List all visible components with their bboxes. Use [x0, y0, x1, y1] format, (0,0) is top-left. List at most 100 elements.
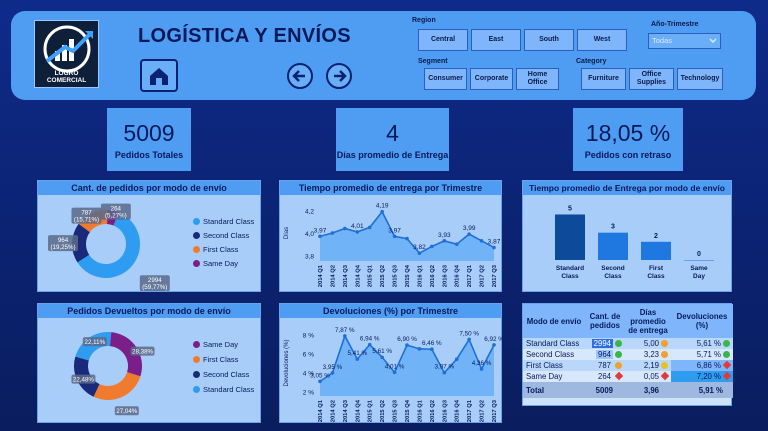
category-furniture[interactable]: Furniture [581, 68, 626, 90]
data-point[interactable] [454, 242, 459, 246]
forward-button[interactable] [326, 63, 352, 89]
status-dot-icon [615, 362, 622, 369]
x-tick-label: 2017 Q2 [480, 400, 486, 422]
data-point[interactable] [343, 226, 347, 231]
x-tick-label: 2014 Q4 [355, 399, 361, 422]
x-category-label: Standard [556, 265, 584, 272]
delivery-time-quarter-card: Tiempo promedio de entrega por Trimestre… [279, 180, 502, 292]
donut-data-label: 787(15,71%) [71, 207, 102, 224]
data-point[interactable] [430, 244, 434, 249]
data-point[interactable] [492, 343, 496, 347]
kpi-late-orders-label: Pedidos con retraso [584, 150, 672, 160]
data-point[interactable] [417, 251, 422, 255]
home-button[interactable] [140, 59, 178, 92]
cell-mode: Standard Class [526, 339, 580, 348]
legend-item: Standard Class [193, 217, 254, 226]
donut-slice[interactable] [109, 332, 142, 377]
segment-home-office[interactable]: Home Office [516, 68, 559, 90]
cell-returns: 5,71 % [671, 349, 733, 360]
region-central[interactable]: Central [418, 29, 468, 51]
data-point[interactable] [405, 236, 409, 241]
donut-data-label: 2994(59,77%) [139, 275, 170, 291]
data-point[interactable] [392, 370, 397, 375]
svg-text:787: 787 [81, 210, 92, 217]
legend-item: Second Class [193, 231, 254, 240]
data-point[interactable] [330, 231, 335, 235]
bar[interactable] [684, 260, 714, 261]
x-tick-label: 2017 Q2 [480, 265, 486, 287]
bar[interactable] [555, 214, 585, 260]
data-point[interactable] [479, 239, 484, 243]
logo-chart-icon [43, 25, 93, 73]
donut-slice[interactable] [77, 212, 141, 278]
segment-consumer[interactable]: Consumer [424, 68, 467, 90]
data-label: 6,90 % [397, 336, 417, 343]
data-label: 4,36 % [472, 360, 492, 367]
total-days: 3,96 [643, 385, 659, 395]
data-point[interactable] [479, 367, 484, 371]
legend-item: Same Day [193, 259, 254, 268]
data-point[interactable] [343, 334, 347, 338]
data-point[interactable] [467, 337, 471, 342]
data-point[interactable] [380, 209, 384, 214]
region-west[interactable]: West [577, 29, 627, 51]
x-tick-label: 2015 Q3 [393, 399, 399, 422]
data-label: 4,19 [376, 203, 389, 210]
data-point[interactable] [442, 370, 447, 375]
cell-days: 0,05 [625, 371, 671, 382]
bar[interactable] [598, 232, 628, 260]
x-category-label: Day [693, 273, 705, 280]
data-point[interactable] [442, 239, 447, 243]
region-east[interactable]: East [471, 29, 521, 51]
data-point[interactable] [417, 347, 422, 351]
data-point[interactable] [454, 357, 459, 362]
donut-slice[interactable] [93, 372, 141, 400]
data-point[interactable] [367, 342, 372, 347]
category-office-supplies[interactable]: Office Supplies [629, 68, 674, 90]
svg-text:22,11%: 22,11% [85, 339, 106, 346]
data-point[interactable] [355, 357, 360, 361]
svg-text:(15,71%): (15,71%) [74, 217, 99, 224]
status-dot-icon [723, 351, 730, 358]
data-point[interactable] [380, 355, 384, 360]
delivery-time-quarter-chart: 4,2 4,0 3,8 Días 3,97 2014 Q1 2014 Q2 2014 Q3 4,… [284, 203, 501, 288]
col-header-returns[interactable]: Devoluciones (%) [676, 312, 728, 330]
col-header-days[interactable]: Días promedio de entrega [628, 307, 668, 335]
x-tick-label: 2017 Q3 [492, 399, 498, 422]
data-point[interactable] [318, 234, 322, 239]
kpi-total-orders: 5009 Pedidos Totales [107, 108, 191, 171]
data-point[interactable] [355, 230, 360, 234]
table-row[interactable]: Same Day 264 0,05 7,20 % [523, 371, 733, 382]
legend-item: First Class [193, 245, 254, 254]
kpi-avg-days-value: 4 [386, 120, 399, 146]
cell-count: 2994 [585, 338, 625, 349]
col-header-mode[interactable]: Modo de envío [526, 316, 582, 326]
table-row[interactable]: Standard Class 2994 5,00 5,61 % [523, 338, 733, 349]
data-point[interactable] [467, 232, 471, 236]
region-south[interactable]: South [524, 29, 574, 51]
table-row[interactable]: First Class 787 2,19 6,86 % [523, 360, 733, 371]
data-point[interactable] [330, 371, 335, 375]
x-category-label: First [649, 265, 664, 272]
data-point[interactable] [392, 234, 397, 239]
bar[interactable] [641, 241, 671, 260]
back-button[interactable] [287, 63, 313, 89]
data-label: 3,97 % [434, 364, 454, 371]
data-point[interactable] [318, 379, 322, 384]
data-point[interactable] [492, 245, 496, 250]
kpi-total-orders-value: 5009 [123, 120, 175, 146]
table-row[interactable]: Second Class 964 3,23 5,71 % [523, 349, 733, 360]
year-quarter-select[interactable]: Todas [648, 33, 721, 49]
segment-corporate[interactable]: Corporate [470, 68, 513, 90]
data-point[interactable] [430, 347, 434, 352]
chevron-down-icon [709, 38, 717, 44]
data-point[interactable] [367, 225, 372, 230]
svg-text:(5,27%): (5,27%) [105, 213, 127, 220]
arrow-right-icon [334, 70, 347, 82]
category-technology[interactable]: Technology [677, 68, 723, 90]
donut-slice[interactable] [72, 223, 90, 263]
y-tick-label: 3,8 [305, 253, 314, 260]
data-point[interactable] [405, 343, 409, 347]
donut-slice[interactable] [75, 332, 112, 361]
col-header-count[interactable]: Cant. de pedidos [589, 312, 621, 330]
